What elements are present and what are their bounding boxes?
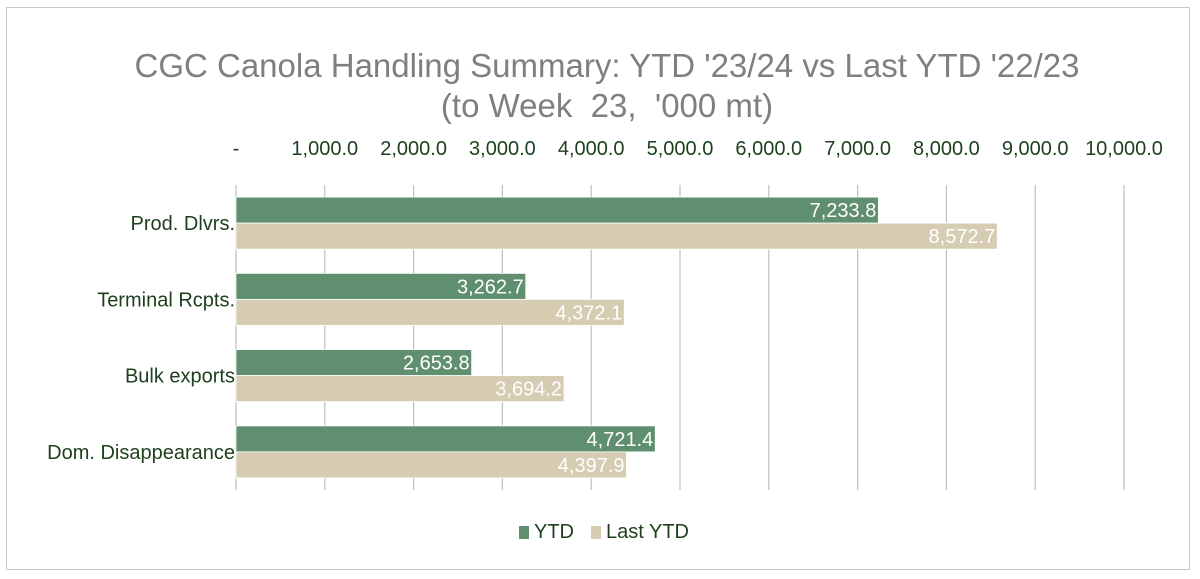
legend-label-1: Last YTD <box>606 521 689 543</box>
data-label-last-ytd-2: 3,694.2 <box>495 379 562 401</box>
x-tick-label-5: 5,000.0 <box>647 138 714 160</box>
x-tick-label-4: 4,000.0 <box>558 138 625 160</box>
x-tick-label-10: 10,000.0 <box>1085 138 1163 160</box>
x-tick-label-0: - <box>233 138 240 160</box>
x-tick-label-7: 7,000.0 <box>824 138 891 160</box>
data-label-last-ytd-1: 4,372.1 <box>556 302 623 324</box>
bar-last-ytd-0 <box>235 222 998 250</box>
x-tick-label-2: 2,000.0 <box>380 138 447 160</box>
data-label-last-ytd-3: 4,397.9 <box>558 455 625 477</box>
category-label-0: Prod. Dlvrs. <box>131 213 235 235</box>
chart-frame: CGC Canola Handling Summary: YTD '23/24 … <box>6 7 1190 570</box>
x-tick-label-9: 9,000.0 <box>1002 138 1069 160</box>
chart-title-line-1: CGC Canola Handling Summary: YTD '23/24 … <box>134 47 1080 84</box>
legend-swatch-1 <box>591 526 601 539</box>
data-label-ytd-2: 2,653.8 <box>403 353 470 375</box>
data-label-ytd-1: 3,262.7 <box>457 276 524 298</box>
category-label-3: Dom. Disappearance <box>47 442 235 464</box>
legend-label-0: YTD <box>534 521 574 543</box>
data-label-ytd-3: 4,721.4 <box>587 429 654 451</box>
chart-title: CGC Canola Handling Summary: YTD '23/24 … <box>7 46 1189 126</box>
x-tick-label-1: 1,000.0 <box>291 138 358 160</box>
data-label-last-ytd-0: 8,572.7 <box>929 226 996 248</box>
category-label-2: Bulk exports <box>125 366 235 388</box>
data-label-ytd-0: 7,233.8 <box>810 200 877 222</box>
bar-chart: - 1,000.0 2,000.0 3,000.0 4,000.0 5,000.0 6,00… <box>47 138 1163 543</box>
bar-last-ytd-1 <box>235 298 625 326</box>
x-tick-label-8: 8,000.0 <box>913 138 980 160</box>
legend-swatch-0 <box>519 526 529 539</box>
bar-last-ytd-3 <box>235 451 627 479</box>
category-label-1: Terminal Rcpts. <box>97 289 235 311</box>
bar-ytd-0 <box>235 196 879 224</box>
x-tick-label-3: 3,000.0 <box>469 138 536 160</box>
bar-last-ytd-2 <box>235 375 565 403</box>
x-tick-label-6: 6,000.0 <box>735 138 802 160</box>
bar-ytd-3 <box>235 425 656 453</box>
chart-title-line-2: (to Week 23, '000 mt) <box>440 87 774 124</box>
bar-ytd-2 <box>235 349 473 377</box>
